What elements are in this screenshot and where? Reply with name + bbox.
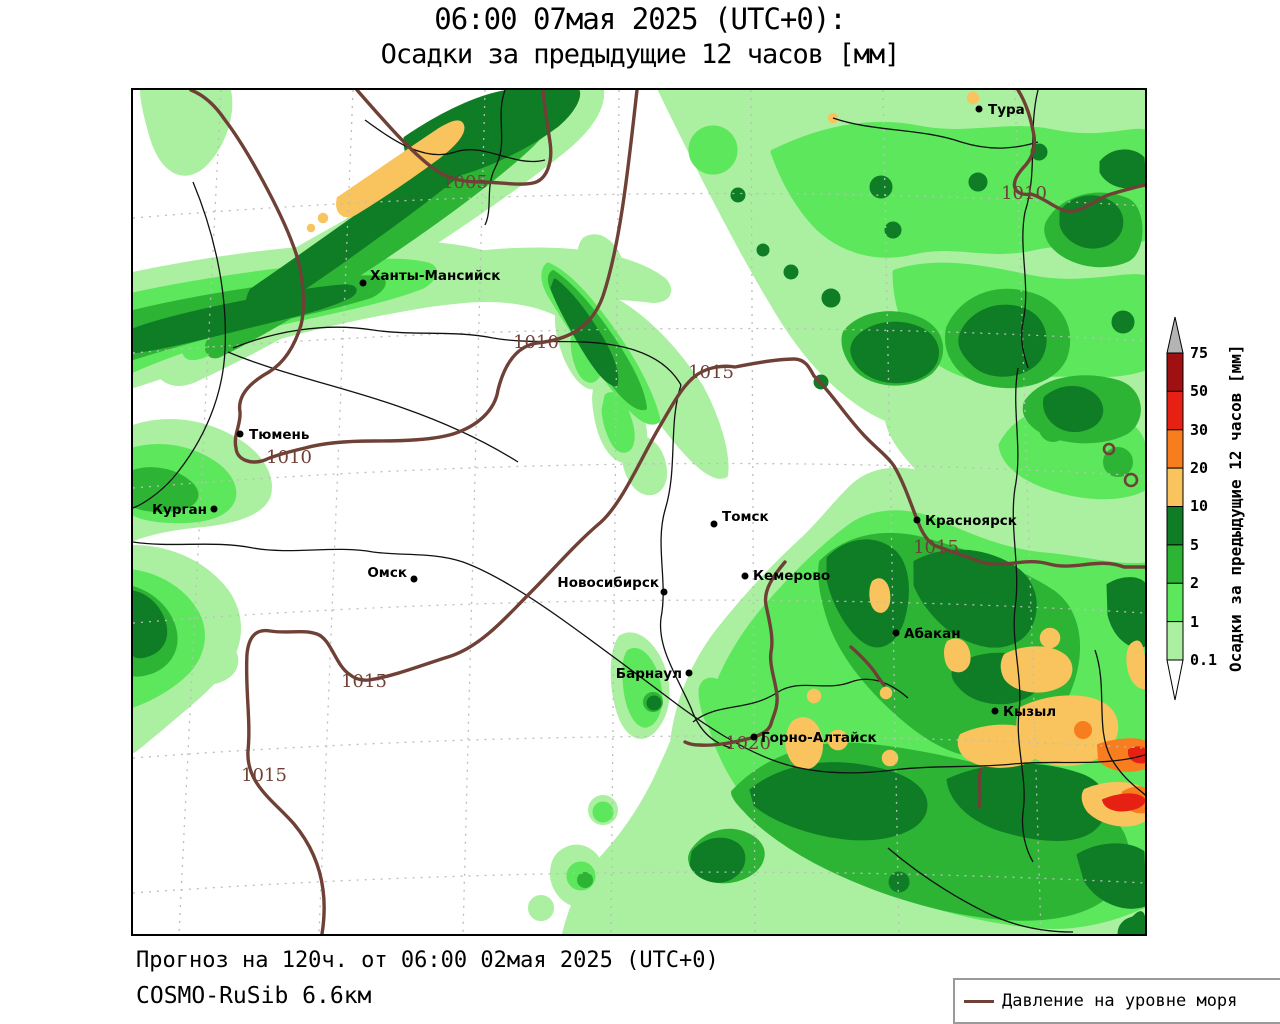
isobar-label: 1015 bbox=[341, 671, 387, 692]
colorbar-band bbox=[1166, 621, 1184, 661]
title-datetime: 06:00 07мая 2025 (UTC+0): bbox=[434, 2, 847, 36]
colorbar-band bbox=[1166, 544, 1184, 584]
city-dot bbox=[359, 279, 367, 287]
colorbar-scale bbox=[1166, 316, 1184, 701]
city-markers: Тура Ханты-Мансийск Тюмень Курган Омск Т… bbox=[152, 102, 1056, 746]
colorbar-band bbox=[1166, 467, 1184, 508]
colorbar-band bbox=[1166, 582, 1184, 623]
colorbar-tick: 30 bbox=[1190, 421, 1209, 439]
city-dot bbox=[710, 520, 718, 528]
title-variable: Осадки за предыдущие 12 часов [мм] bbox=[380, 39, 901, 70]
isobar-1020-stub bbox=[849, 645, 886, 687]
city-label: Томск bbox=[722, 509, 769, 525]
isobar-label: 1010 bbox=[513, 332, 559, 353]
colorbar-tick: 50 bbox=[1190, 382, 1209, 400]
legend-box: Давление на уровне моря bbox=[953, 978, 1280, 1024]
city-label: Абакан bbox=[904, 626, 961, 642]
city-label: Красноярск bbox=[925, 513, 1017, 529]
colorbar-band bbox=[1166, 352, 1184, 392]
colorbar-under-triangle bbox=[1166, 659, 1184, 701]
colorbar-band bbox=[1166, 429, 1184, 469]
isobar-label: 1015 bbox=[913, 537, 959, 558]
city-label: Барнаул bbox=[616, 666, 682, 682]
isobar-1010-west bbox=[189, 90, 639, 464]
colorbar-tick: 0.1 bbox=[1190, 651, 1218, 669]
isobar-1010-northeast bbox=[1012, 90, 1145, 213]
footer-model-line: COSMO-RuSib 6.6км bbox=[136, 983, 372, 1009]
city-dot bbox=[236, 430, 244, 438]
city-label: Омск bbox=[367, 565, 407, 581]
precip-layer-30mm bbox=[1102, 746, 1145, 812]
weather-map: 1005 1010 1010 1010 1015 1015 1015 1015 … bbox=[131, 88, 1147, 936]
region-borders bbox=[133, 90, 1145, 933]
city-dot bbox=[750, 733, 758, 741]
colorbar-tick: 1 bbox=[1190, 613, 1200, 631]
city-dot bbox=[991, 707, 999, 715]
city-dot bbox=[685, 669, 693, 677]
isobar-ring bbox=[1102, 442, 1116, 456]
city-dot bbox=[913, 516, 921, 524]
pressure-line-sample bbox=[964, 999, 994, 1003]
isobar-label: 1010 bbox=[266, 447, 312, 468]
colorbar-axis-label: Осадки за предыдущие 12 часов [мм] bbox=[1226, 344, 1245, 672]
isobar-label: 1005 bbox=[442, 172, 488, 193]
colorbar-tick: 2 bbox=[1190, 574, 1200, 592]
city-dot bbox=[892, 629, 900, 637]
city-label: Кызыл bbox=[1003, 704, 1056, 720]
colorbar-tick: 20 bbox=[1190, 459, 1209, 477]
city-label: Новосибирск bbox=[557, 575, 659, 591]
footer-forecast-line: Прогноз на 120ч. от 06:00 02мая 2025 (UT… bbox=[136, 948, 719, 973]
isobar-label: 1015 bbox=[688, 362, 734, 383]
city-label: Тюмень bbox=[249, 427, 309, 443]
city-dot bbox=[741, 572, 749, 580]
city-label: Ханты-Мансийск bbox=[370, 268, 500, 284]
graticule bbox=[133, 90, 1145, 934]
precip-layer-5mm bbox=[133, 90, 1145, 934]
isobar-1015 bbox=[244, 357, 1145, 934]
city-label: Горно-Алтайск bbox=[761, 730, 877, 746]
isobar-label: 1010 bbox=[1001, 183, 1047, 204]
city-label: Тура bbox=[988, 102, 1025, 118]
colorbar-band bbox=[1166, 390, 1184, 431]
city-dot bbox=[410, 575, 418, 583]
city-dot bbox=[660, 588, 668, 596]
colorbar-tick: 5 bbox=[1190, 536, 1200, 554]
city-dot bbox=[975, 105, 983, 113]
colorbar-band bbox=[1166, 506, 1184, 546]
title-block: 06:00 07мая 2025 (UTC+0): Осадки за пред… bbox=[0, 2, 1280, 70]
city-label: Курган bbox=[152, 502, 207, 518]
isobar-label: 1020 bbox=[725, 733, 771, 754]
isobar-lines bbox=[189, 90, 1145, 934]
isobar-ring bbox=[1123, 472, 1139, 488]
colorbar: 75 50 30 20 10 5 2 1 0.1 bbox=[1164, 315, 1274, 707]
isobar-1020 bbox=[683, 560, 787, 747]
map-canvas: 1005 1010 1010 1010 1015 1015 1015 1015 … bbox=[133, 90, 1145, 934]
city-dot bbox=[210, 505, 218, 513]
colorbar-tick: 75 bbox=[1190, 344, 1209, 362]
city-label: Кемерово bbox=[753, 568, 830, 584]
colorbar-tick: 10 bbox=[1190, 497, 1209, 515]
isobar-1005 bbox=[355, 90, 553, 186]
precip-layer-10mm bbox=[306, 91, 1145, 827]
isobar-labels: 1005 1010 1010 1010 1015 1015 1015 1015 … bbox=[241, 172, 1047, 786]
legend-label: Давление на уровне моря bbox=[1002, 991, 1238, 1011]
isobar-label: 1015 bbox=[241, 765, 287, 786]
isobar-1020-stub2 bbox=[977, 767, 983, 809]
colorbar-over-triangle bbox=[1166, 316, 1184, 354]
